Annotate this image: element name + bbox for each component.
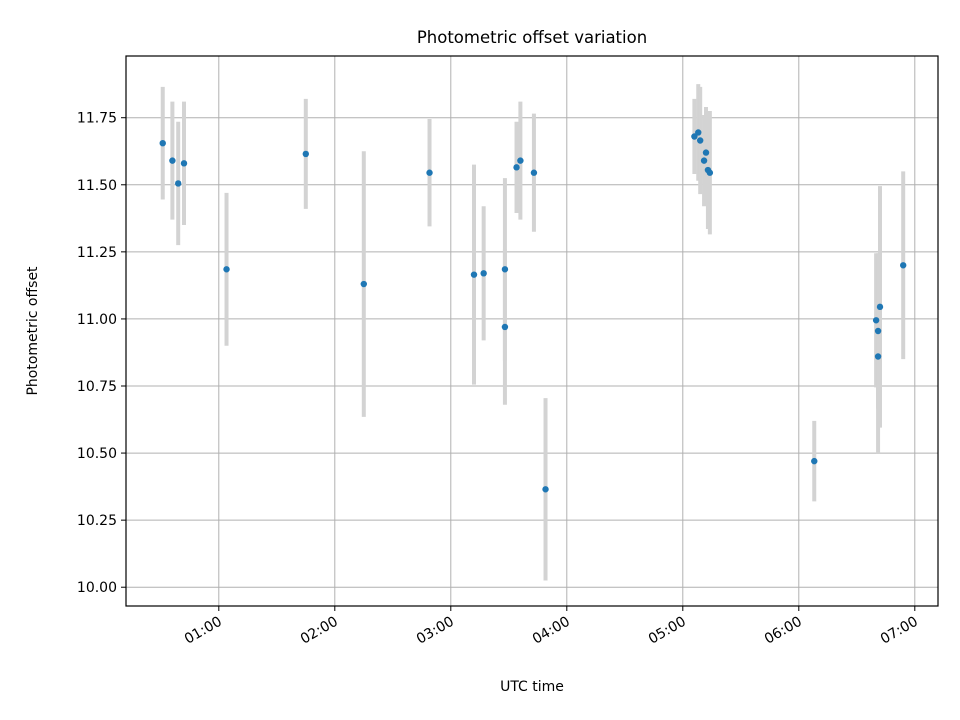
data-point (501, 323, 509, 331)
x-axis-label: UTC time (500, 679, 564, 695)
data-point (360, 280, 367, 288)
data-point (706, 169, 714, 176)
y-tick-label: 10.75 (77, 379, 117, 395)
plot-frame (125, 55, 939, 607)
data-point (175, 180, 182, 187)
data-point (695, 129, 702, 136)
chart-title: Photometric offset variation (417, 28, 647, 47)
data-point (876, 303, 884, 311)
y-tick-label: 11.25 (77, 245, 117, 261)
data-point (691, 133, 698, 140)
data-point (530, 169, 538, 176)
y-axis-ticks: 10.00 10.25 10.50 10.75 11.00 11.25 11.50 11.75 (77, 111, 126, 596)
y-tick-label: 11.50 (77, 178, 117, 194)
data-point (872, 317, 880, 324)
data-point (480, 270, 487, 277)
data-point (470, 271, 478, 278)
data-point (302, 150, 309, 158)
data-point (697, 137, 704, 144)
data-point (180, 160, 188, 167)
data-point (702, 149, 710, 156)
data-point (513, 164, 520, 171)
y-tick-label: 10.50 (77, 446, 117, 462)
y-tick-label: 11.00 (77, 312, 117, 328)
data-point (900, 262, 907, 269)
y-tick-label: 11.75 (77, 111, 117, 127)
data-point (542, 486, 549, 493)
data-points (159, 129, 907, 493)
y-tick-label: 10.25 (77, 513, 117, 529)
data-point (426, 169, 433, 176)
data-point (159, 139, 166, 147)
data-point (874, 327, 882, 335)
data-point (700, 157, 708, 164)
data-point (874, 353, 882, 360)
y-axis-label: Photometric offset (25, 266, 41, 396)
y-tick-label: 10.00 (77, 580, 117, 596)
data-point (169, 157, 176, 164)
data-point (811, 457, 818, 465)
data-point (223, 266, 230, 273)
data-point (501, 266, 509, 273)
data-point (517, 157, 524, 164)
